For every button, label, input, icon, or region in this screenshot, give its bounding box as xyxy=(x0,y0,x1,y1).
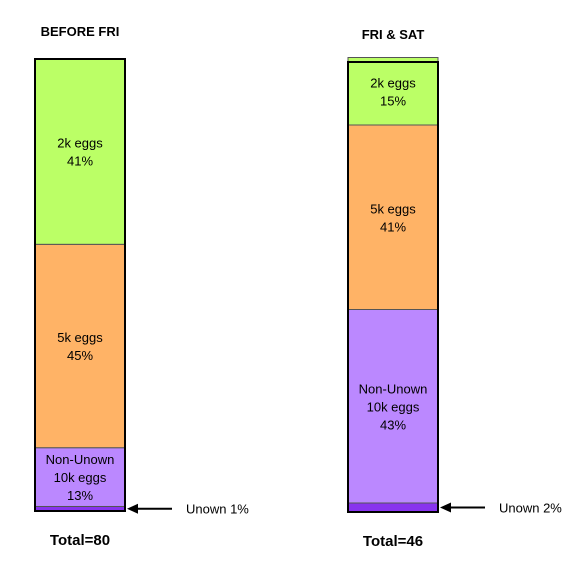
callout-arrowhead xyxy=(127,503,138,514)
bar-segment xyxy=(34,447,126,507)
segment-label: 45% xyxy=(67,348,93,363)
bar-outline xyxy=(347,61,439,513)
segment-label: 2k eggs xyxy=(57,136,103,151)
segment-label: 41% xyxy=(380,219,406,234)
bar-segment xyxy=(34,58,126,245)
segment-label: 43% xyxy=(380,417,406,432)
segment-label: 2k eggs xyxy=(370,75,416,90)
segment-label: 13% xyxy=(67,488,93,503)
segment-label: Non-Unown xyxy=(46,452,115,467)
bar-total-label: Total=46 xyxy=(363,533,423,550)
segment-label: 5k eggs xyxy=(57,330,103,345)
segment-label: Non-Unown xyxy=(359,381,428,396)
segment-label: 10k eggs xyxy=(367,399,420,414)
segment-label: 10k eggs xyxy=(54,470,107,485)
bar-title: BEFORE FRI xyxy=(41,24,120,39)
bar-title: FRI & SAT xyxy=(362,27,425,42)
callout-label: Unown 1% xyxy=(186,502,249,517)
callout-arrowhead xyxy=(440,502,451,513)
bar-segment xyxy=(347,502,439,513)
callout-label: Unown 2% xyxy=(499,501,562,516)
bar-segment xyxy=(347,57,439,126)
segment-label: 41% xyxy=(67,154,93,169)
segment-label: 5k eggs xyxy=(370,201,416,216)
bar-segment xyxy=(347,124,439,310)
bar-segment xyxy=(34,243,126,449)
segment-label: 15% xyxy=(380,93,406,108)
bar-total-label: Total=80 xyxy=(50,532,110,549)
bar-outline xyxy=(34,58,126,512)
